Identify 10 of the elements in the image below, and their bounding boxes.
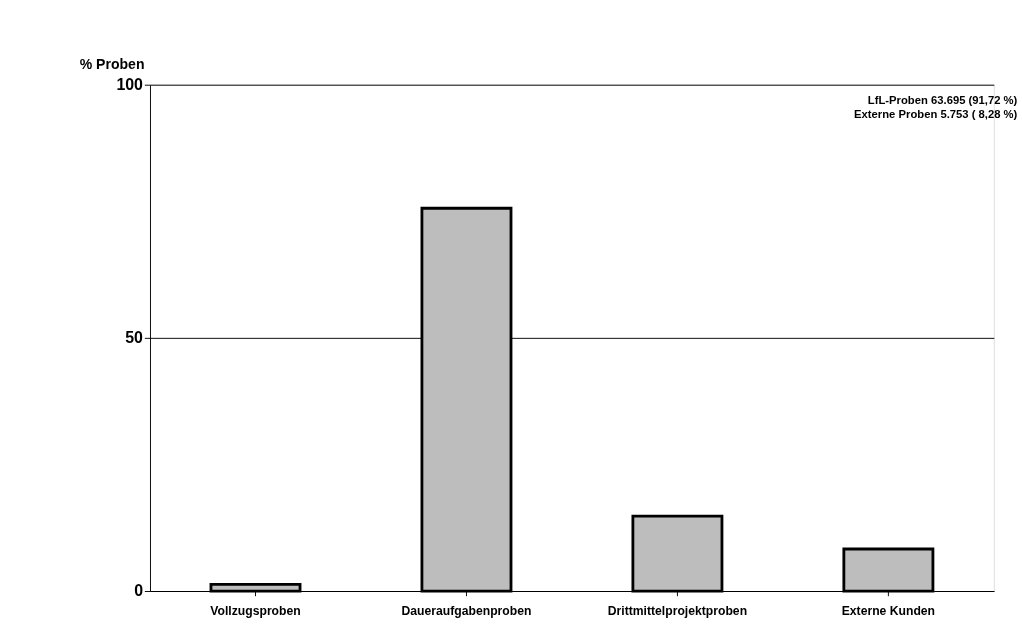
y-axis-title: % Proben [79, 55, 145, 72]
x-tick-label: Drittmittelprojektproben [607, 603, 748, 618]
x-tick-label: Daueraufgabenproben [401, 603, 532, 618]
y-tick-label: 50 [125, 329, 144, 347]
x-tick-label: Vollzugsproben [210, 603, 301, 618]
y-tick-label: 0 [134, 582, 144, 600]
annotation: Externe Proben 5.753 ( 8,28 %) [854, 107, 1018, 120]
y-tick-label: 100 [116, 75, 144, 93]
x-tick-label: Externe Kunden [841, 603, 936, 618]
annotation: LfL-Proben 63.695 (91,72 %) [867, 94, 1018, 107]
